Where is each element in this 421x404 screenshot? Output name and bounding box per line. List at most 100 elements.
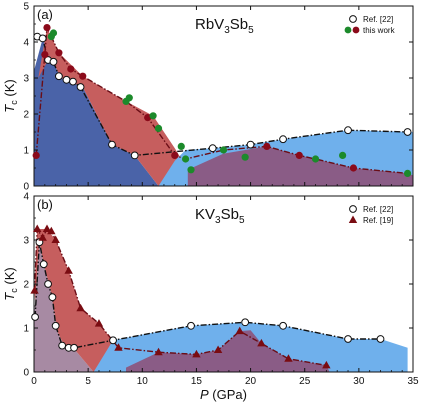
data-point-ref19 <box>257 338 266 347</box>
x-axis-title-unit: (GPa) <box>209 387 247 402</box>
data-point-this-work <box>349 164 358 172</box>
y-axis-title-subscript: c <box>9 288 19 293</box>
data-point-this-work <box>219 146 228 154</box>
x-tick-label: 25 <box>299 376 311 387</box>
axis-ticks <box>33 5 414 187</box>
y-tick-label: 1 <box>23 146 29 157</box>
data-markers <box>30 224 385 369</box>
data-point-this-work <box>43 24 51 32</box>
data-point-ref22 <box>58 341 67 350</box>
data-point-this-work <box>263 142 271 150</box>
legend-label: Ref. [19] <box>363 216 393 225</box>
data-point-ref19 <box>322 360 331 369</box>
data-point-ref22 <box>76 83 85 91</box>
panel-title-subscript: 3 <box>224 25 230 36</box>
data-point-ref22 <box>130 151 139 160</box>
data-point-this-work <box>339 151 347 159</box>
phase-regions <box>34 229 408 372</box>
x-axis-title: P (GPa) <box>200 387 247 402</box>
data-point-this-work <box>187 166 195 174</box>
data-point-ref19 <box>154 347 163 356</box>
y-tick-label: 3 <box>23 74 29 85</box>
panel-title: RbV3Sb5 <box>195 16 254 36</box>
data-point-ref19 <box>38 233 47 241</box>
y-axis-title-subscript: c <box>9 100 19 105</box>
y-tick-label: 5 <box>23 2 29 13</box>
data-point-ref19 <box>94 319 104 327</box>
legend-label: this work <box>363 26 396 35</box>
y-tick-label: 4 <box>23 192 29 203</box>
data-point-this-work <box>171 151 179 159</box>
data-point-ref22 <box>69 77 77 86</box>
data-point-this-work <box>295 151 303 159</box>
x-tick-label: 30 <box>353 376 365 387</box>
phase-region-1 <box>38 27 188 186</box>
y-axis-title-symbol: T <box>2 292 17 301</box>
legend: Ref. [22] Ref. [19] <box>348 205 393 225</box>
phase-regions <box>34 27 413 186</box>
panel-title-subscript: 5 <box>248 25 254 36</box>
x-tick-label: 35 <box>407 376 419 387</box>
phase-region-0 <box>34 38 159 186</box>
data-point-ref22 <box>208 144 217 153</box>
data-point-ref22 <box>246 140 255 149</box>
data-point-ref19 <box>51 235 60 243</box>
data-point-ref22 <box>279 135 287 144</box>
data-point-ref22 <box>39 260 48 269</box>
legend-marker-triangle <box>348 215 358 223</box>
phase-region-0 <box>34 242 94 372</box>
panel-letter: (b) <box>37 197 53 212</box>
data-point-ref22 <box>51 321 60 330</box>
x-tick-label: 10 <box>137 376 149 387</box>
data-point-ref19 <box>235 326 244 335</box>
y-axis-title-unit: (K) <box>2 79 17 100</box>
legend-marker-open-circle <box>349 205 357 213</box>
panel-title: KV3Sb5 <box>195 206 245 226</box>
panel-letter: (a) <box>37 7 53 22</box>
y-tick-label: 0 <box>23 368 29 379</box>
data-point-ref22 <box>62 75 71 84</box>
y-tick-label: 1 <box>23 324 29 335</box>
data-point-ref22 <box>279 321 287 330</box>
data-point-ref19 <box>76 303 85 312</box>
x-tick-label: 20 <box>245 376 257 387</box>
data-point-this-work <box>241 153 249 161</box>
y-tick-label: 4 <box>23 38 29 49</box>
data-point-this-work <box>149 112 157 120</box>
data-point-ref22 <box>44 280 52 288</box>
legend-label: Ref. [22] <box>363 15 393 24</box>
axis-ticks <box>33 195 414 373</box>
data-point-this-work <box>144 114 152 122</box>
data-point-ref22 <box>187 321 195 330</box>
data-point-ref22 <box>241 318 250 327</box>
data-point-this-work <box>182 155 190 163</box>
data-point-ref19 <box>114 343 123 351</box>
data-point-ref22 <box>49 57 58 66</box>
data-point-ref22 <box>344 126 352 135</box>
phase-region-1 <box>34 229 126 372</box>
legend-marker-red <box>352 26 360 34</box>
legend-marker-open-circle <box>349 15 357 23</box>
data-markers <box>32 24 412 177</box>
data-point-this-work <box>32 151 40 159</box>
panel-title-subscript: 5 <box>239 215 245 226</box>
data-point-this-work <box>55 49 63 57</box>
data-point-ref22 <box>109 336 117 345</box>
data-point-ref22 <box>403 128 412 136</box>
data-point-ref22 <box>344 335 352 343</box>
y-tick-label: 0 <box>23 182 29 193</box>
panel-title-part: Sb <box>230 16 248 33</box>
data-point-this-work <box>79 72 87 80</box>
data-point-ref19 <box>192 349 201 358</box>
data-point-ref22 <box>31 313 39 321</box>
x-axis-title-symbol: P <box>200 387 209 402</box>
data-point-this-work <box>125 94 133 102</box>
x-tick-label: 5 <box>85 376 91 387</box>
y-axis-title-symbol: T <box>2 104 17 113</box>
data-point-this-work <box>49 29 58 37</box>
y-axis-title: Tc (K) <box>2 267 19 300</box>
data-point-ref22 <box>108 140 116 149</box>
y-axis-title: Tc (K) <box>2 79 19 112</box>
